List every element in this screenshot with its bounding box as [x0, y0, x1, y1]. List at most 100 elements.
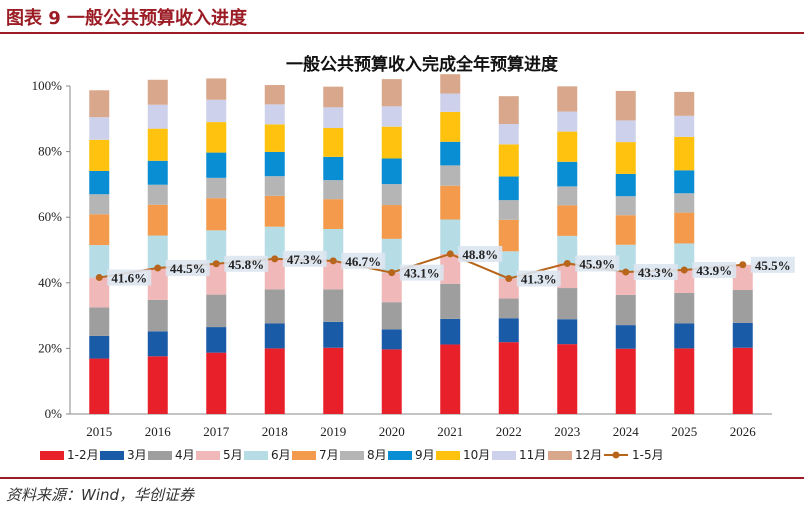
bar-segment-12月 [674, 91, 695, 116]
bar-segment-1-2月 [206, 352, 227, 414]
legend-label: 8月 [367, 448, 387, 462]
bar-segment-11月 [381, 106, 402, 127]
legend-swatch [148, 451, 172, 460]
data-label: 43.1% [404, 266, 440, 281]
bar-segment-10月 [498, 144, 519, 177]
data-label-bg [575, 255, 620, 272]
bar-segment-9月 [498, 176, 519, 201]
bar-segment-11月 [615, 120, 636, 143]
line-point [563, 259, 571, 267]
bar-segment-8月 [264, 176, 285, 196]
legend-swatch [292, 451, 316, 460]
bar-segment-5月 [147, 268, 168, 300]
bar-segment-9月 [147, 160, 168, 185]
bar-segment-8月 [498, 200, 519, 220]
bar-segment-9月 [557, 161, 578, 187]
bar-segment-11月 [206, 99, 227, 123]
legend-label: 1-5月 [632, 448, 664, 462]
bar-segment-12月 [615, 90, 636, 121]
y-tick-label: 20% [38, 340, 62, 355]
bar-segment-9月 [615, 173, 636, 197]
bar-segment-8月 [440, 165, 461, 186]
bar-segment-4月 [557, 288, 578, 320]
bar-segment-8月 [557, 186, 578, 206]
line-point [446, 250, 454, 258]
data-label-bg [633, 263, 678, 280]
bar-segment-10月 [323, 127, 344, 157]
bar-segment-7月 [674, 212, 695, 244]
bar-segment-4月 [732, 290, 753, 323]
bar-segment-7月 [89, 214, 110, 246]
x-tick-label: 2026 [730, 424, 757, 439]
data-label-bg [165, 260, 210, 277]
bar-segment-6月 [381, 238, 402, 273]
data-label: 45.8% [228, 257, 264, 272]
bar-segment-7月 [615, 215, 636, 245]
legend-label: 7月 [319, 448, 339, 462]
y-tick-label: 80% [38, 144, 62, 159]
data-label-bg [341, 252, 386, 269]
bar-segment-12月 [381, 79, 402, 107]
data-label: 41.3% [521, 272, 557, 287]
y-tick-label: 60% [38, 209, 62, 224]
bar-segment-12月 [498, 96, 519, 125]
bar-segment-1-2月 [674, 348, 695, 414]
bar-segment-3月 [147, 331, 168, 357]
x-tick-label: 2016 [145, 424, 172, 439]
legend-swatch [548, 451, 572, 460]
bar-segment-4月 [206, 294, 227, 328]
bar-segment-3月 [732, 322, 753, 348]
bar-segment-1-2月 [89, 358, 110, 414]
bar-segment-10月 [381, 126, 402, 159]
legend-swatch [100, 451, 124, 460]
bar-segment-11月 [498, 124, 519, 145]
bar-segment-5月 [381, 272, 402, 303]
line-point [95, 274, 103, 282]
bar-segment-7月 [206, 198, 227, 231]
bar-segment-1-2月 [147, 356, 168, 414]
bar-segment-1-2月 [381, 349, 402, 414]
x-tick-label: 2020 [379, 424, 405, 439]
legend-swatch [244, 451, 268, 460]
bar-segment-6月 [206, 230, 227, 264]
bar-segment-10月 [89, 139, 110, 171]
bar-segment-3月 [557, 319, 578, 345]
bar-segment-12月 [264, 85, 285, 105]
figure-title: 图表 9 一般公共预算收入进度 [6, 8, 248, 29]
bar-segment-11月 [323, 107, 344, 128]
bar-segment-9月 [89, 170, 110, 195]
bar-segment-5月 [89, 277, 110, 308]
line-point [212, 260, 220, 268]
legend-label: 9月 [415, 448, 435, 462]
x-tick-labels: 2015 2016 2017 2018 2019 2020 2021 2022 2023 2024… [86, 424, 756, 439]
legend: 1-2月 3月 4月 5月 6月 7月 8月 9月 10月 11月 12月 1-5月 [40, 448, 664, 462]
y-tick-label: 40% [38, 275, 62, 290]
line-point [388, 269, 396, 277]
bar-segment-1-2月 [323, 347, 344, 414]
bar-segment-8月 [615, 196, 636, 216]
data-label: 47.3% [287, 252, 323, 267]
bar-segment-10月 [264, 124, 285, 152]
header-divider [0, 32, 804, 34]
bar-segment-8月 [206, 177, 227, 199]
bar-segment-5月 [732, 264, 753, 291]
line-point [271, 255, 279, 263]
bar-segment-7月 [323, 199, 344, 230]
bar-segment-3月 [615, 325, 636, 349]
y-tick-label: 100% [32, 78, 63, 93]
bar-segment-11月 [557, 111, 578, 132]
bar-segment-6月 [264, 226, 285, 259]
bar-segment-11月 [440, 93, 461, 112]
bar-segment-12月 [323, 86, 344, 108]
x-tick-label: 2021 [437, 424, 463, 439]
x-tick-label: 2019 [320, 424, 346, 439]
line-point [739, 261, 747, 269]
bar-segment-7月 [498, 219, 519, 252]
data-label: 45.5% [755, 258, 791, 273]
bar-segment-6月 [498, 251, 519, 279]
chart: 一般公共预算收入完成全年预算进度 0% 20% 40% 60% 80% 100% 41.6… [32, 54, 795, 462]
bar-segment-10月 [440, 111, 461, 142]
legend-swatch [340, 451, 364, 460]
bar-segment-11月 [264, 104, 285, 125]
bar-segment-12月 [147, 79, 168, 105]
